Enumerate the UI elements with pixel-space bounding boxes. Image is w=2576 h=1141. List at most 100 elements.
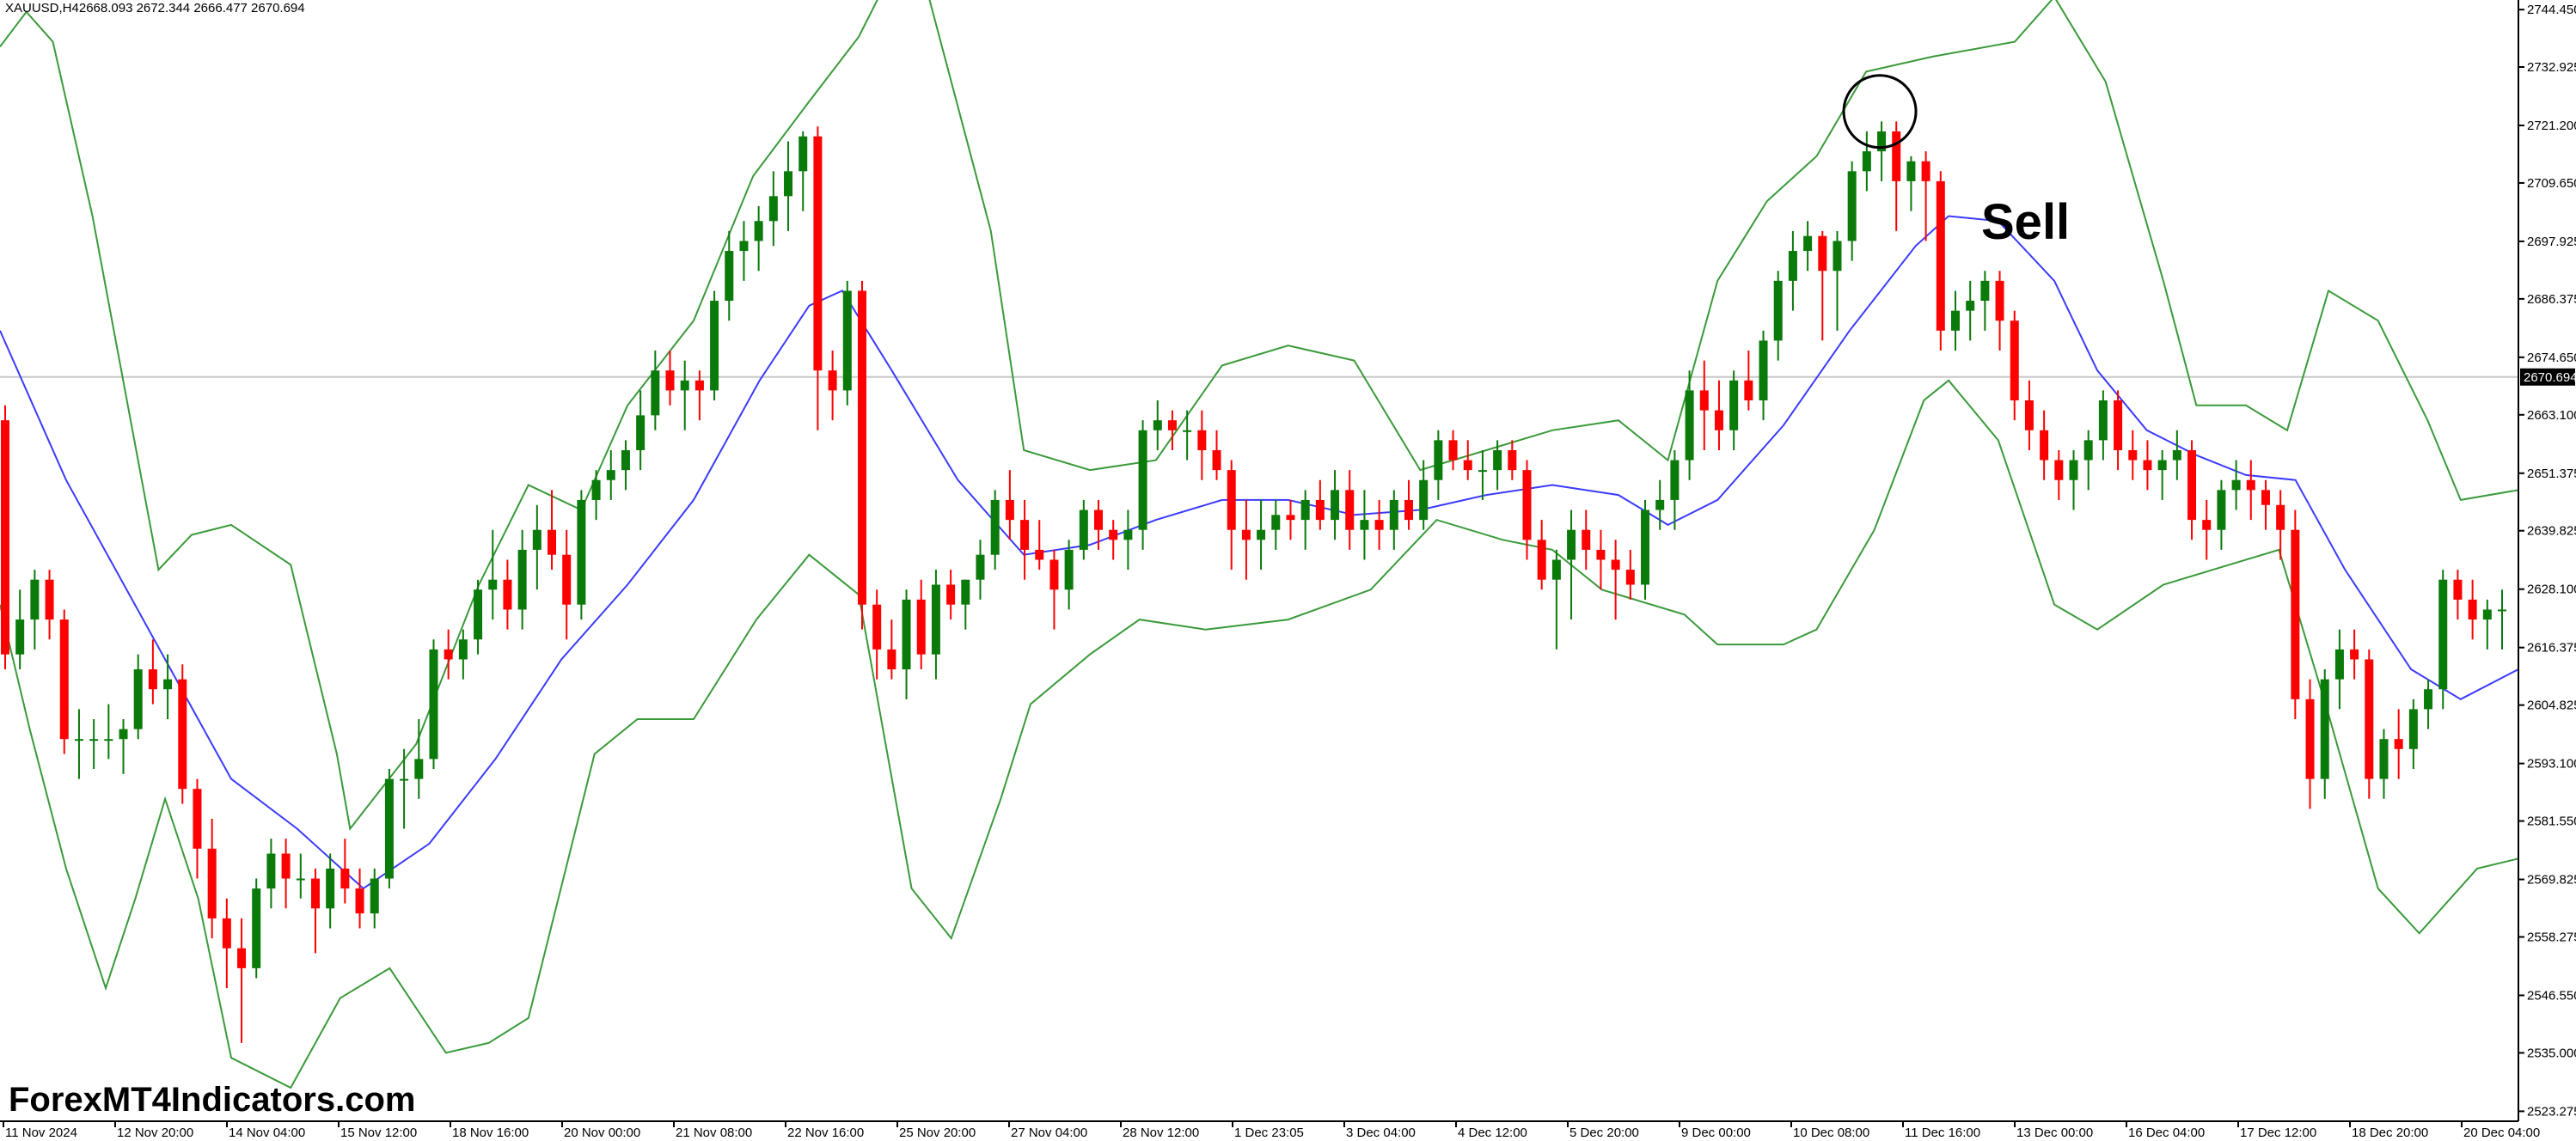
candle-body xyxy=(2069,460,2078,480)
price-tick-label: 2604.825 xyxy=(2527,699,2576,713)
candle-body xyxy=(2408,709,2418,749)
candle-body xyxy=(1315,499,1325,521)
candle-body xyxy=(414,759,424,779)
price-tick-label: 2546.550 xyxy=(2527,988,2576,1003)
candle-body xyxy=(503,579,512,610)
candle-body xyxy=(2040,430,2049,461)
price-axis-ticks: 2744.450 2732.925 2721.200 2709.650 2697.925… xyxy=(2518,3,2576,1119)
candle-body xyxy=(1286,515,1295,521)
candle-body xyxy=(798,136,808,172)
candle-body xyxy=(1419,479,1429,521)
candle-body xyxy=(636,415,646,450)
watermark: ForexMT4Indicators.com xyxy=(9,1081,416,1119)
candle-body xyxy=(739,241,749,252)
candle-body xyxy=(2350,649,2359,660)
candle-body xyxy=(2498,609,2506,612)
candle-body xyxy=(1197,430,1207,450)
candle-body xyxy=(237,948,247,968)
candle-body xyxy=(1271,515,1281,530)
time-tick-label: 5 Dec 20:00 xyxy=(1569,1126,1639,1140)
upper-band-line xyxy=(0,0,2519,831)
time-tick-label: 3 Dec 04:00 xyxy=(1346,1126,1416,1140)
candle-body xyxy=(1655,499,1665,510)
candle-body xyxy=(296,878,305,881)
candle-body xyxy=(163,679,173,690)
candle-body xyxy=(1921,161,1930,181)
candle-body xyxy=(1522,470,1532,540)
candle-body xyxy=(2024,400,2034,430)
bollinger-bands xyxy=(0,0,2519,1089)
price-tick-label: 2686.375 xyxy=(2527,292,2576,307)
candle-body xyxy=(2231,479,2241,491)
time-tick-label: 20 Dec 04:00 xyxy=(2463,1126,2540,1140)
candle-body xyxy=(1079,509,1088,550)
candle-body xyxy=(2320,679,2329,779)
candle-body xyxy=(828,370,837,391)
time-axis-ticks: 11 Nov 2024 12 Nov 20:00 14 Nov 04:00 15 No… xyxy=(3,1121,2540,1140)
candle-body xyxy=(562,554,572,605)
candle-body xyxy=(680,380,689,391)
candle-body xyxy=(857,290,866,605)
candle-body xyxy=(813,136,823,371)
candle-body xyxy=(2098,400,2108,441)
price-tick-label: 2651.375 xyxy=(2527,467,2576,481)
candle-body xyxy=(133,669,143,729)
candle-body xyxy=(178,679,187,790)
candle-body xyxy=(1035,549,1044,560)
time-tick-label: 4 Dec 12:00 xyxy=(1458,1126,1527,1140)
price-tick-label: 2639.825 xyxy=(2527,524,2576,539)
candle-body xyxy=(2334,649,2344,680)
candle-body xyxy=(1389,499,1398,530)
current-price-tag-text: 2670.694 xyxy=(2524,370,2576,385)
candle-body xyxy=(89,739,99,741)
candle-body xyxy=(1641,509,1650,585)
candle-body xyxy=(429,649,438,760)
candle-body xyxy=(444,649,453,660)
candle-body xyxy=(694,380,704,391)
candle-body xyxy=(2010,320,2019,400)
candle-body xyxy=(266,853,276,889)
candle-body xyxy=(2438,579,2448,690)
candle-body xyxy=(754,221,763,241)
candle-body xyxy=(1094,509,1104,530)
candle-body xyxy=(148,669,157,690)
candle-body xyxy=(2276,504,2285,530)
candle-body xyxy=(2202,520,2212,530)
candle-body xyxy=(1241,529,1251,540)
candle-body xyxy=(1699,390,1709,411)
candle-body xyxy=(1995,280,2004,321)
price-tick-label: 2697.925 xyxy=(2527,235,2576,249)
candle-body xyxy=(1020,520,1030,550)
candle-body xyxy=(2291,529,2300,699)
candle-body xyxy=(1508,449,1517,471)
candle-body xyxy=(1,420,9,655)
candle-body xyxy=(946,584,956,605)
candle-body xyxy=(474,589,483,640)
candle-body xyxy=(1360,520,1369,530)
candle-body xyxy=(340,868,350,889)
time-tick-label: 11 Nov 2024 xyxy=(5,1126,77,1140)
candle-body xyxy=(1463,460,1472,471)
candle-body xyxy=(1744,380,1753,400)
candle-body xyxy=(1123,529,1133,540)
candle-body xyxy=(1847,171,1857,241)
price-tick-label: 2709.650 xyxy=(2527,176,2576,191)
time-tick-label: 18 Nov 16:00 xyxy=(452,1126,529,1140)
time-tick-label: 17 Dec 12:00 xyxy=(2240,1126,2316,1140)
candle-body xyxy=(355,888,364,914)
candle-body xyxy=(768,196,778,222)
time-tick-label: 12 Nov 20:00 xyxy=(117,1126,193,1140)
candle-body xyxy=(1625,570,1635,585)
candle-body xyxy=(45,579,54,620)
candle-body xyxy=(1966,301,1975,311)
candle-body xyxy=(591,479,601,500)
candle-body xyxy=(1448,440,1458,461)
symbol-label: XAUUSD,H4 xyxy=(5,1,79,15)
candle-body xyxy=(1788,251,1797,281)
price-tick-label: 2628.100 xyxy=(2527,583,2576,597)
candle-body xyxy=(30,579,40,620)
candle-body xyxy=(931,584,940,655)
chart-header: XAUUSD,H42668.093 2672.344 2666.477 2670… xyxy=(5,1,305,15)
time-tick-label: 14 Nov 04:00 xyxy=(229,1126,305,1140)
price-tick-label: 2558.275 xyxy=(2527,930,2576,945)
